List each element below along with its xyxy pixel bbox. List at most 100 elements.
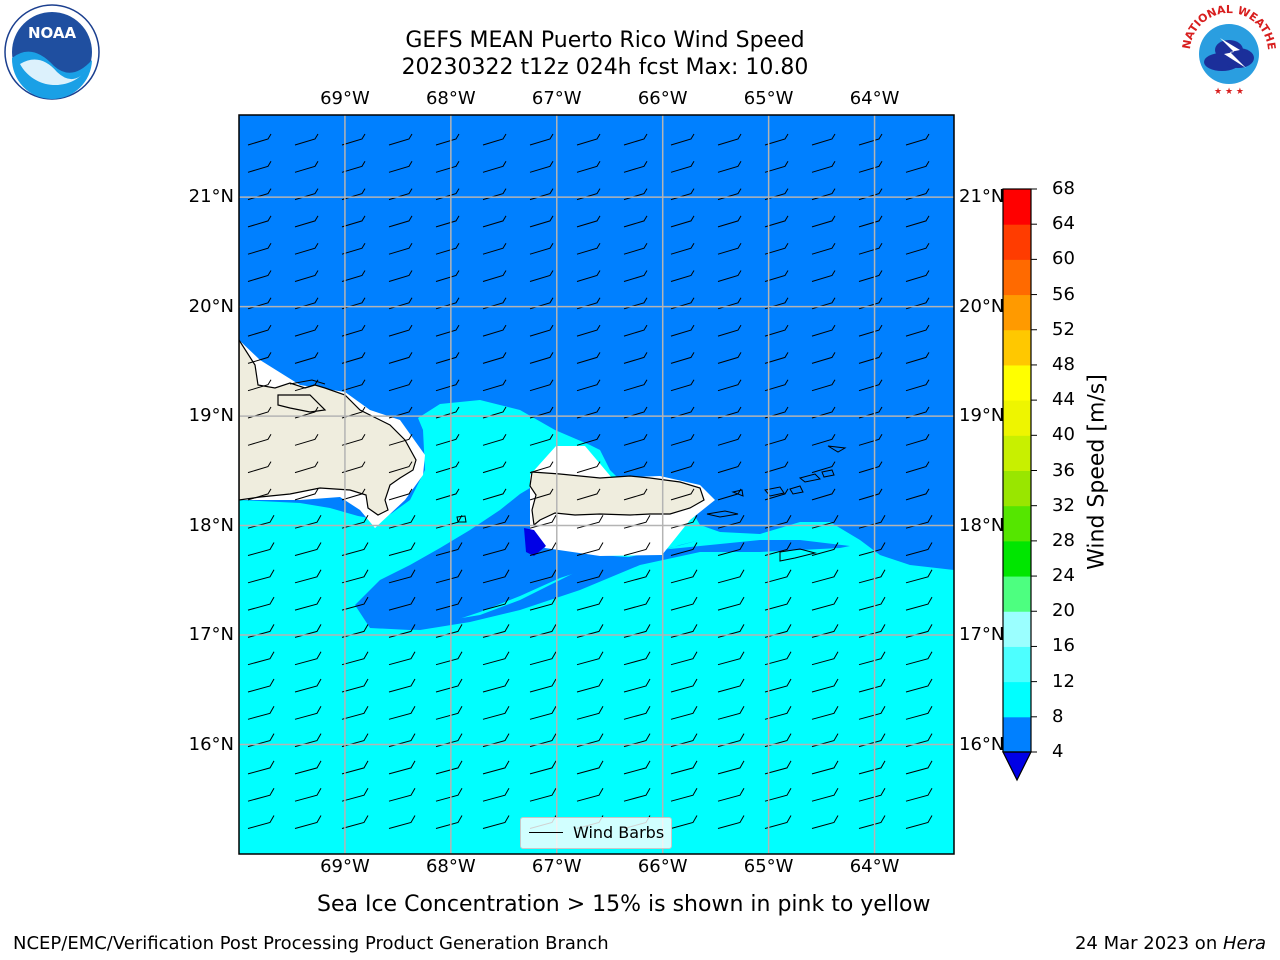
colorbar-segment	[1003, 646, 1031, 683]
wind-barb	[905, 242, 930, 255]
wind-barb	[341, 488, 366, 501]
wind-barb	[529, 461, 554, 474]
wind-barb	[717, 596, 745, 611]
wind-barb	[388, 651, 416, 666]
wind-barb	[670, 678, 698, 693]
lon-tick-bottom: 68°W	[425, 856, 476, 877]
wind-barb	[670, 242, 695, 255]
hispaniola-land	[239, 338, 417, 516]
wind-barb	[623, 651, 651, 666]
wind-barb	[482, 461, 507, 474]
wind-barb	[576, 379, 601, 392]
wind-barb	[764, 569, 792, 584]
wind-barb	[435, 379, 460, 392]
wind-barb	[576, 270, 601, 282]
wind-barb	[482, 270, 507, 282]
wind-barb	[247, 706, 275, 720]
wind-barb	[576, 133, 601, 146]
wind-barb	[482, 706, 510, 720]
wind-barb	[576, 324, 601, 337]
wind-barb	[388, 215, 413, 228]
wind-barb	[717, 379, 742, 392]
wind-barb	[294, 706, 322, 720]
wind-barb	[623, 678, 651, 693]
colorbar-tick-label: 28	[1052, 529, 1075, 551]
colorbar-tick-label: 4	[1052, 741, 1064, 762]
lat-tick-right: 19°N	[959, 405, 1005, 427]
wind-barb	[717, 678, 745, 693]
wind-barb	[764, 542, 792, 556]
colorbar-tick-label: 44	[1052, 389, 1075, 411]
wind-barb	[388, 242, 413, 255]
wind-barb	[670, 569, 698, 584]
wind-barb	[858, 542, 886, 556]
wind-barb	[764, 760, 792, 775]
wind-barb	[905, 161, 930, 173]
wind-barb	[576, 215, 601, 228]
wind-barb	[294, 488, 319, 501]
wind-barb	[576, 596, 604, 611]
wind-barb	[764, 678, 792, 693]
wind-barb	[576, 542, 604, 556]
wind-barb	[576, 787, 604, 802]
wind-barb	[670, 461, 695, 474]
wind-barb	[717, 651, 745, 666]
wind-barb	[482, 760, 510, 775]
wind-barb	[811, 787, 839, 802]
wind-barb	[623, 352, 648, 364]
wind-barb	[341, 379, 366, 392]
wind-barb	[435, 569, 463, 584]
map-gridlines	[239, 115, 954, 854]
wind-barb	[435, 760, 463, 775]
wind-barb	[294, 270, 319, 282]
wind-barb	[905, 542, 933, 556]
wind-barb	[482, 215, 507, 228]
wind-barb	[623, 324, 648, 337]
colorbar-tick-label: 60	[1052, 248, 1075, 270]
wind-barb	[294, 434, 319, 446]
wind-barb	[717, 161, 742, 173]
wind-barb	[905, 270, 930, 282]
lon-tick-bottom: 66°W	[637, 856, 688, 877]
wind-barb	[576, 352, 601, 364]
wind-barb	[388, 270, 413, 282]
colorbar-segment	[1003, 224, 1031, 260]
wind-barb	[341, 270, 366, 282]
colorbar-tick-label: 16	[1052, 635, 1075, 657]
wind-barb	[811, 651, 839, 666]
footer-credit: NCEP/EMC/Verification Post Processing Pr…	[13, 933, 609, 954]
wind-barb	[576, 242, 601, 255]
lon-tick-bottom: 67°W	[531, 856, 582, 877]
wind-barb	[717, 324, 742, 337]
wind-barb	[341, 596, 369, 611]
colorbar-segment	[1003, 329, 1031, 366]
wind-barb	[670, 596, 698, 611]
wind-barb	[247, 787, 275, 802]
wind-barb	[623, 596, 651, 611]
wind-barb	[670, 488, 695, 501]
wind-barb	[435, 678, 463, 693]
wind-barb	[623, 215, 648, 228]
wind-barb	[388, 434, 413, 446]
wind-barb	[388, 787, 416, 802]
wind-barb	[905, 434, 930, 446]
wind-barb	[764, 596, 792, 611]
island-mona	[456, 515, 467, 523]
wind-barb	[529, 242, 554, 255]
wind-barb	[811, 215, 836, 228]
wind-barb	[623, 760, 651, 775]
wind-barb	[858, 352, 883, 364]
wind-barb	[294, 760, 322, 775]
wind-barb	[482, 434, 507, 446]
wind-barb	[623, 270, 648, 282]
map-subtitle: 20230322 t12z 024h fcst Max: 10.80	[401, 55, 809, 80]
wind-barb	[576, 161, 601, 173]
wind-barb	[858, 787, 886, 802]
wind-barb	[623, 706, 651, 720]
wind-barb	[623, 488, 648, 501]
wind-barb	[717, 242, 742, 255]
colorbar-frame	[1002, 188, 1032, 753]
wind-barb	[294, 242, 319, 255]
colorbar-segment	[1003, 259, 1031, 296]
wind-barb	[529, 651, 557, 666]
